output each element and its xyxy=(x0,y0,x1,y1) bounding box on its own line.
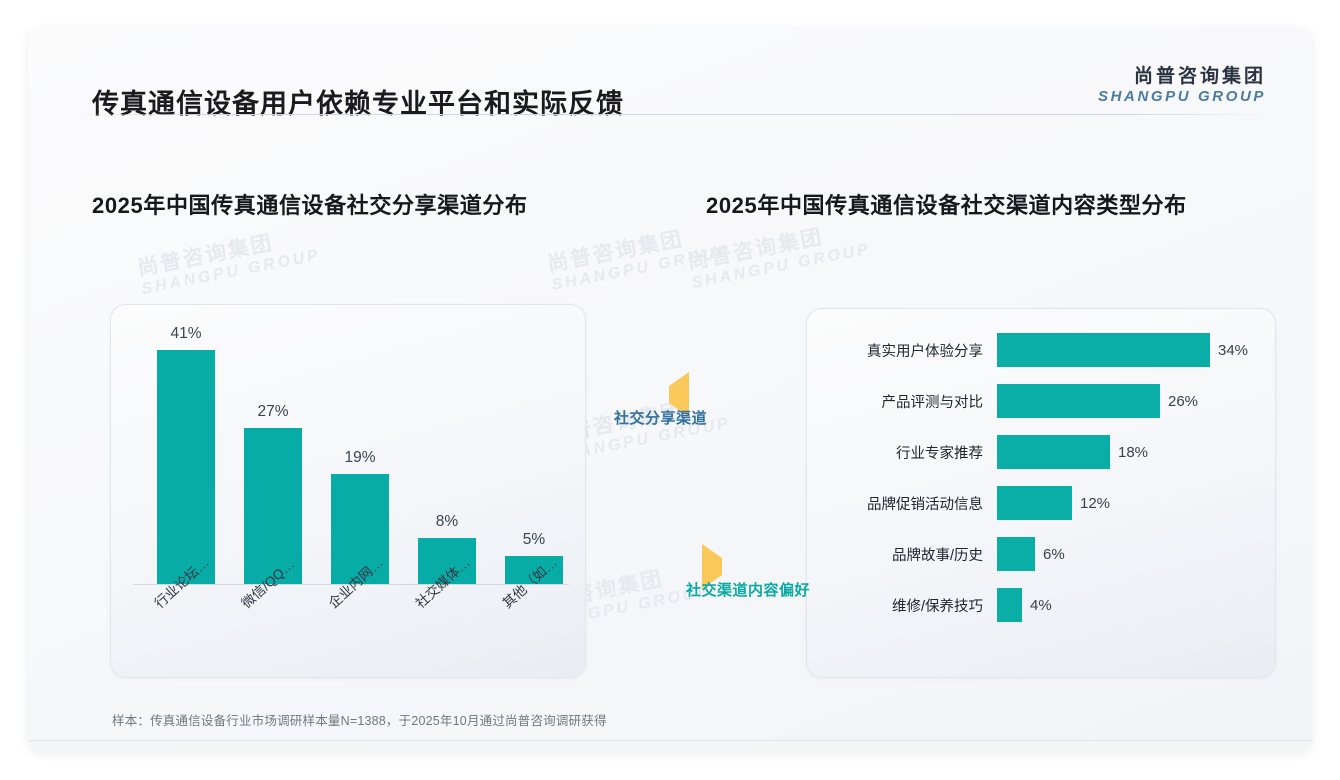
bar-rect[interactable] xyxy=(997,384,1160,418)
bar-row[interactable]: 真实用户体验分享 34% xyxy=(807,333,1275,367)
logo-text-cn: 尚普咨询集团 xyxy=(1133,66,1266,87)
header: 传真通信设备用户依赖专业平台和实际反馈 尚普咨询集团 SHANGPU GROUP xyxy=(28,28,1312,119)
bar-value-label: 6% xyxy=(1043,545,1065,563)
page-title: 传真通信设备用户依赖专业平台和实际反馈 xyxy=(92,89,624,119)
brand-logo: 尚普咨询集团 SHANGPU GROUP xyxy=(1098,66,1266,105)
bar-value-label: 27% xyxy=(257,403,289,420)
watermark-cn: 尚普咨询集团 xyxy=(685,225,826,275)
bar-column[interactable]: 19% xyxy=(331,325,389,585)
bar-rect[interactable] xyxy=(505,556,563,585)
header-divider xyxy=(68,114,1272,115)
bar-category-label: 真实用户体验分享 xyxy=(867,343,983,360)
bar-column[interactable]: 5% xyxy=(505,325,563,585)
bar-row[interactable]: 品牌促销活动信息 12% xyxy=(807,486,1275,520)
bar-value-label: 4% xyxy=(1030,596,1052,614)
triangle-right-icon xyxy=(702,544,722,589)
bar-rect[interactable] xyxy=(997,333,1210,367)
bar-rect[interactable] xyxy=(244,428,302,585)
chart-card-right: 真实用户体验分享 34% 产品评测与对比 26% 行业专家推荐 18% 品牌促销活动信息 12… xyxy=(806,308,1276,678)
logo-text-en: SHANGPU GROUP xyxy=(1098,88,1266,106)
slide-canvas: 尚普咨询集团 SHANGPU GROUP 尚普咨询集团 SHANGPU GROU… xyxy=(28,28,1312,752)
watermark: 尚普咨询集团 SHANGPU GROUP xyxy=(136,223,323,300)
watermark-en: SHANGPU GROUP xyxy=(140,246,323,299)
watermark: 尚普咨询集团 SHANGPU GROUP xyxy=(546,219,733,296)
x-axis-line xyxy=(133,584,569,585)
annotation-label: 社交分享渠道 xyxy=(614,410,708,427)
bar-category-label: 维修/保养技巧 xyxy=(891,598,983,615)
bar-value-label: 12% xyxy=(1080,494,1111,512)
bar-value-label: 8% xyxy=(435,513,459,530)
sample-footnote: 样本：传真通信设备行业市场调研样本量N=1388，于2025年10月通过尚普咨询… xyxy=(112,714,607,728)
horizontal-bar-plot: 真实用户体验分享 34% 产品评测与对比 26% 行业专家推荐 18% 品牌促销活动信息 12… xyxy=(807,333,1275,655)
watermark-cn: 尚普咨询集团 xyxy=(545,227,686,277)
bar-row[interactable]: 维修/保养技巧 4% xyxy=(807,588,1275,622)
bar-rect[interactable] xyxy=(997,435,1110,469)
bar-value-label: 19% xyxy=(344,449,376,466)
watermark: 尚普咨询集团 SHANGPU GROUP xyxy=(686,217,873,294)
footer-divider xyxy=(28,740,1312,741)
bar-row[interactable]: 行业专家推荐 18% xyxy=(807,435,1275,469)
bar-rect[interactable] xyxy=(418,538,476,585)
bar-rect[interactable] xyxy=(997,486,1072,520)
bar-value-label: 41% xyxy=(170,325,202,342)
bar-row[interactable]: 产品评测与对比 26% xyxy=(807,384,1275,418)
bar-value-label: 26% xyxy=(1168,392,1199,410)
bar-column[interactable]: 41% xyxy=(157,325,215,585)
bar-rect[interactable] xyxy=(157,350,215,585)
bar-column[interactable]: 27% xyxy=(244,325,302,585)
bar-category-label: 品牌促销活动信息 xyxy=(867,496,983,513)
chart-card-left: 41% 27% 19% 8% 5% 行业论坛… 微信/QQ… 企业内网… 社交媒体… 其他（如… xyxy=(110,304,586,678)
watermark-en: SHANGPU GROUP xyxy=(550,242,733,295)
annotation-label: 社交渠道内容偏好 xyxy=(686,582,811,599)
bar-category-label: 品牌故事/历史 xyxy=(891,547,983,564)
triangle-left-icon xyxy=(669,372,690,417)
bar-value-label: 18% xyxy=(1118,443,1149,461)
bar-category-label: 产品评测与对比 xyxy=(881,394,984,411)
bar-category-label: 行业专家推荐 xyxy=(896,445,983,462)
bar-rect[interactable] xyxy=(997,588,1022,622)
bar-rect[interactable] xyxy=(331,474,389,585)
footer-bar: ©2025.12 SHANGPU GROUP www.shangpu-china… xyxy=(28,741,1312,752)
watermark-en: SHANGPU GROUP xyxy=(690,240,873,293)
annotation-social-share-channel: 社交分享渠道 xyxy=(614,372,708,428)
bar-column[interactable]: 8% xyxy=(418,325,476,585)
bar-value-label: 5% xyxy=(522,531,546,548)
chart-title-left: 2025年中国传真通信设备社交分享渠道分布 xyxy=(92,193,528,218)
chart-title-right: 2025年中国传真通信设备社交渠道内容类型分布 xyxy=(706,193,1187,218)
watermark-cn: 尚普咨询集团 xyxy=(135,231,276,281)
vertical-bar-plot: 41% 27% 19% 8% 5% xyxy=(133,325,569,585)
bar-row[interactable]: 品牌故事/历史 6% xyxy=(807,537,1275,571)
annotation-content-preference: 社交渠道内容偏好 xyxy=(686,544,811,600)
bar-rect[interactable] xyxy=(997,537,1035,571)
bar-value-label: 34% xyxy=(1218,341,1249,359)
